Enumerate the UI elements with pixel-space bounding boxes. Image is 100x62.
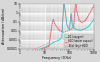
Legend: O2 (oxygen), H2O (water vapour), Total (dry+H2O): O2 (oxygen), H2O (water vapour), Total (…	[64, 34, 94, 48]
X-axis label: Frequency (GHz): Frequency (GHz)	[42, 56, 72, 60]
Y-axis label: Attenuation (dB/km): Attenuation (dB/km)	[2, 8, 6, 44]
